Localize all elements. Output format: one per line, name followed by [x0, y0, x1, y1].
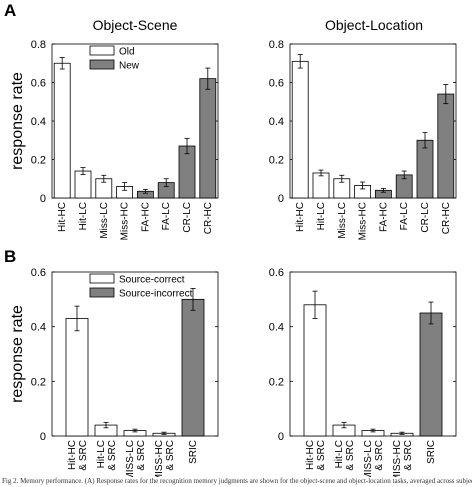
- x-tick-label: Hit-HC: [57, 202, 68, 232]
- x-tick-label: Miss-HC: [120, 202, 131, 240]
- legend-swatch: [89, 59, 115, 70]
- y-tick-label: 0.6: [269, 78, 284, 90]
- x-tick-label: FA-LC: [399, 202, 410, 230]
- x-tick-label: CR-HC: [203, 202, 214, 234]
- chart-title: Object-Scene: [93, 17, 178, 33]
- x-tick-label: MISS-LC& SRC: [125, 440, 147, 477]
- y-tick-label: 0.8: [269, 39, 284, 51]
- bar: [291, 60, 309, 199]
- bar: [437, 93, 455, 199]
- y-tick-label: 0.4: [31, 322, 46, 334]
- x-tick-label: SRIC: [188, 440, 199, 464]
- x-tick-label: Hit-LC: [316, 202, 327, 230]
- y-tick-label: 0.2: [31, 155, 46, 167]
- x-tick-label: Miss-HC: [358, 202, 369, 240]
- y-tick-label: 0.6: [31, 78, 46, 90]
- y-tick-label: 0.2: [269, 155, 284, 167]
- x-tick-label: Hit-HC: [295, 202, 306, 232]
- bar: [53, 62, 71, 199]
- y-tick-label: 0.2: [31, 376, 46, 388]
- y-tick-label: 0.4: [269, 322, 284, 334]
- x-tick-label: CR-HC: [441, 202, 452, 234]
- x-tick-label: Hit-LC: [78, 202, 89, 230]
- x-tick-label: Miss-LC: [99, 202, 110, 239]
- y-tick-label: 0.6: [31, 267, 46, 279]
- panel-label: B: [4, 247, 16, 266]
- legend-label: Old: [119, 47, 135, 58]
- x-tick-label: Miss-LC: [337, 202, 348, 239]
- y-tick-label: 0: [40, 193, 46, 205]
- legend-swatch: [89, 273, 115, 284]
- y-axis-label: response rate: [9, 305, 26, 403]
- figure: 0 0.2 0.4 0.6 0.8 Hit-HC Hit-LC Miss-LC Miss-HC F…: [4, 1, 457, 477]
- legend-label: New: [119, 61, 140, 72]
- x-tick-label: CR-LC: [420, 202, 431, 233]
- y-tick-label: 0: [278, 431, 284, 443]
- figure-caption: Fig 2. Memory performance. (A) Response …: [2, 477, 472, 485]
- chart-title: Object-Location: [325, 17, 423, 33]
- x-tick-label: Hit-LC& SRC: [334, 440, 356, 471]
- x-tick-label: MISS-HC& SRC: [392, 440, 414, 477]
- chart-panel-2: 0 0.2 0.4 0.6 0.8 Hit-HC Hit-LC Miss-LC Miss-HC F…: [269, 17, 457, 240]
- x-tick-label: Hit-HC& SRC: [67, 440, 89, 471]
- bar: [74, 170, 92, 199]
- chart-panel-4: 0 0.2 0.4 0.6 Hit-HC& SRC Hit-LC& SRC MISS-LC&…: [269, 267, 457, 477]
- bar: [181, 298, 205, 437]
- y-tick-label: 0: [40, 431, 46, 443]
- bar: [419, 312, 443, 437]
- y-tick-label: 0.4: [269, 116, 284, 128]
- legend-swatch: [89, 287, 115, 298]
- y-tick-label: 0.6: [269, 267, 284, 279]
- x-tick-label: MISS-HC& SRC: [154, 440, 176, 477]
- x-tick-label: SRIC: [426, 440, 437, 464]
- x-tick-label: Hit-HC& SRC: [305, 440, 327, 471]
- legend-swatch: [89, 45, 115, 56]
- x-tick-label: FA-HC: [140, 202, 151, 232]
- bar: [312, 172, 330, 199]
- chart-panel-3: 0 0.2 0.4 0.6 Hit-HC& SRC Hit-LC& SRC MISS-LC&…: [4, 247, 219, 477]
- legend-label: Source-incorrect: [119, 289, 193, 300]
- panel-label: A: [4, 1, 16, 20]
- x-tick-label: Hit-LC& SRC: [96, 440, 118, 471]
- bar: [65, 318, 89, 437]
- legend-label: Source-correct: [119, 275, 185, 286]
- y-tick-label: 0.2: [269, 376, 284, 388]
- x-tick-label: FA-HC: [378, 202, 389, 232]
- y-axis-label: response rate: [9, 72, 26, 170]
- x-tick-label: FA-LC: [161, 202, 172, 230]
- y-tick-label: 0.8: [31, 39, 46, 51]
- x-tick-label: MISS-LC& SRC: [363, 440, 385, 477]
- bar: [303, 304, 327, 437]
- y-tick-label: 0: [278, 193, 284, 205]
- bar: [416, 139, 434, 199]
- x-tick-label: CR-LC: [182, 202, 193, 233]
- y-tick-label: 0.4: [31, 116, 46, 128]
- bar: [199, 78, 217, 199]
- chart-panel-1: 0 0.2 0.4 0.6 0.8 Hit-HC Hit-LC Miss-LC Miss-HC F…: [4, 1, 219, 240]
